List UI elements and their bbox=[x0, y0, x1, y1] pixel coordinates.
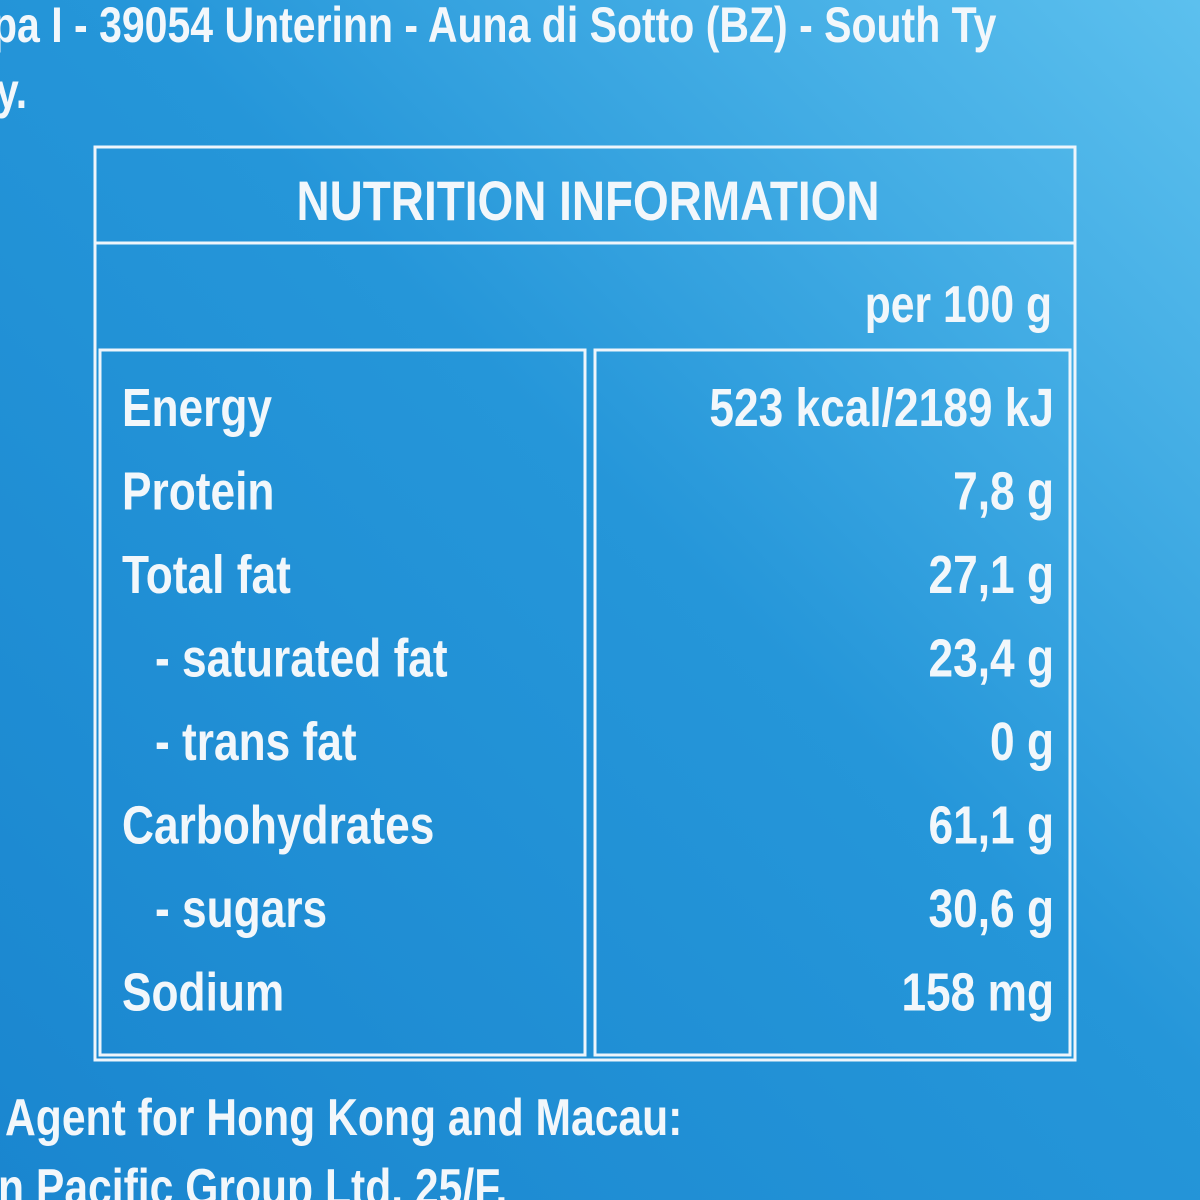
nutrient-name: Energy bbox=[122, 378, 273, 438]
nutrient-value: 158 mg bbox=[901, 962, 1054, 1022]
nutrient-name: Protein bbox=[122, 461, 274, 521]
table-frame bbox=[93, 145, 1077, 1062]
nutrient-name: Total fat bbox=[122, 545, 291, 605]
nutrient-value: 7,8 g bbox=[953, 461, 1054, 521]
nutrient-value: 27,1 g bbox=[929, 545, 1054, 605]
nutrient-value: 0 g bbox=[990, 712, 1054, 772]
value-column bbox=[593, 348, 1072, 1057]
nutrient-name: - trans fat bbox=[155, 712, 357, 772]
nutrient-name: Sodium bbox=[122, 962, 284, 1022]
header-line: y. bbox=[0, 63, 27, 119]
nutrient-name: Carbohydrates bbox=[122, 795, 434, 855]
header-line: pa I - 39054 Unterinn - Auna di Sotto (B… bbox=[0, 0, 997, 53]
nutrient-value: 23,4 g bbox=[929, 628, 1054, 688]
footer-line: n Pacific Group Ltd. 25/F. bbox=[0, 1159, 507, 1200]
footer-line: Agent for Hong Kong and Macau: bbox=[5, 1089, 682, 1147]
nutrient-value: 523 kcal/2189 kJ bbox=[709, 378, 1054, 438]
table-title: NUTRITION INFORMATION bbox=[296, 170, 879, 232]
text-layer: pa I - 39054 Unterinn - Auna di Sotto (B… bbox=[0, 0, 1054, 1200]
nutrient-name: - sugars bbox=[155, 879, 327, 939]
nutrient-name: - saturated fat bbox=[155, 628, 448, 688]
nutrient-value: 30,6 g bbox=[929, 879, 1054, 939]
nutrient-value: 61,1 g bbox=[929, 795, 1054, 855]
label-column bbox=[98, 348, 587, 1057]
column-header: per 100 g bbox=[865, 276, 1052, 334]
